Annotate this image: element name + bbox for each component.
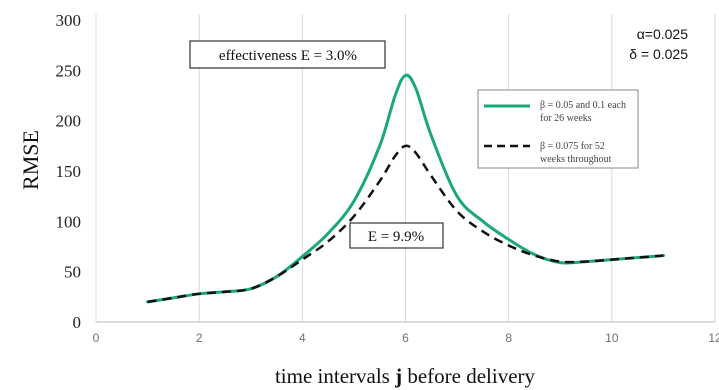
x-tick-label-8: 8	[505, 331, 512, 345]
x-tick-label-0: 0	[93, 331, 100, 345]
x-tick-label-12: 12	[708, 331, 719, 345]
series-line-2	[147, 144, 664, 304]
y-tick-label-0: 0	[73, 313, 82, 332]
x-axis-label: time intervals j before delivery	[275, 364, 536, 388]
annotation-effectiveness-text: effectiveness E = 3.0%	[219, 48, 357, 64]
annotation-effectiveness: effectiveness E = 3.0%	[189, 40, 386, 69]
y-tick-label-100: 100	[56, 212, 82, 231]
x-tick-label-2: 2	[196, 331, 203, 345]
y-tick-labels: 0 50 100 150 200 250 300	[56, 11, 82, 332]
legend-label-series-2-line-2: weeks throughout	[540, 154, 612, 165]
x-tick-label-10: 10	[605, 331, 619, 345]
x-axis-label-variable: j	[394, 364, 402, 388]
x-tick-label-4: 4	[299, 331, 306, 345]
parameter-delta: δ = 0.025	[629, 46, 688, 62]
y-tick-label-150: 150	[56, 162, 82, 181]
series-lines	[146, 73, 665, 304]
annotation-e-value: E = 9.9%	[349, 222, 444, 249]
x-axis-label-suffix: before delivery	[402, 364, 535, 388]
y-tick-label-250: 250	[56, 61, 82, 80]
legend-label-series-2-line-1: β = 0.075 for 52	[540, 141, 605, 152]
x-tick-labels: 0 2 4 6 8 10 12	[93, 331, 719, 345]
legend-label-series-1-line-2: for 26 weeks	[540, 113, 592, 124]
y-tick-label-200: 200	[56, 112, 82, 131]
annotation-e-value-text: E = 9.9%	[368, 229, 424, 245]
x-axis-label-prefix: time intervals	[275, 364, 395, 388]
y-axis-label: RMSE	[18, 130, 43, 190]
legend-label-series-1-line-1: β = 0.05 and 0.1 each	[540, 100, 626, 111]
y-tick-label-300: 300	[56, 11, 82, 30]
y-tick-label-50: 50	[64, 263, 81, 282]
legend: β = 0.05 and 0.1 each for 26 weeks β = 0…	[477, 89, 639, 169]
x-tick-label-6: 6	[402, 331, 409, 345]
parameter-alpha: α=0.025	[637, 26, 689, 42]
